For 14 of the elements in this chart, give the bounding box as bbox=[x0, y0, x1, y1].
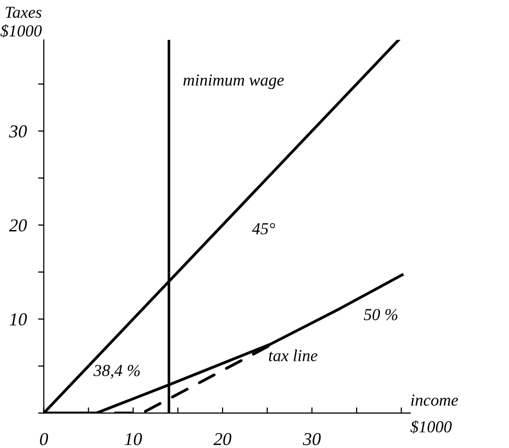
annotation: tax line bbox=[268, 350, 318, 362]
x-tick-label: 30 bbox=[302, 433, 321, 446]
x-axis-title: income $1000 bbox=[410, 394, 458, 434]
x-tick-label: 0 bbox=[40, 433, 48, 446]
x-tick-label: 10 bbox=[124, 433, 142, 446]
annotation: 45° bbox=[252, 223, 276, 234]
annotation: 50 % bbox=[364, 308, 398, 320]
y-tick-label: 30 bbox=[9, 125, 27, 138]
annotation: 38,4 % bbox=[93, 364, 140, 379]
y-axis-title: Taxes $1000 bbox=[0, 6, 42, 38]
ref-line-label: minimum wage bbox=[183, 74, 284, 90]
y-tick-label: 10 bbox=[10, 313, 27, 326]
y-tick-label: 20 bbox=[9, 219, 27, 232]
x-tick-label: 20 bbox=[214, 433, 232, 446]
